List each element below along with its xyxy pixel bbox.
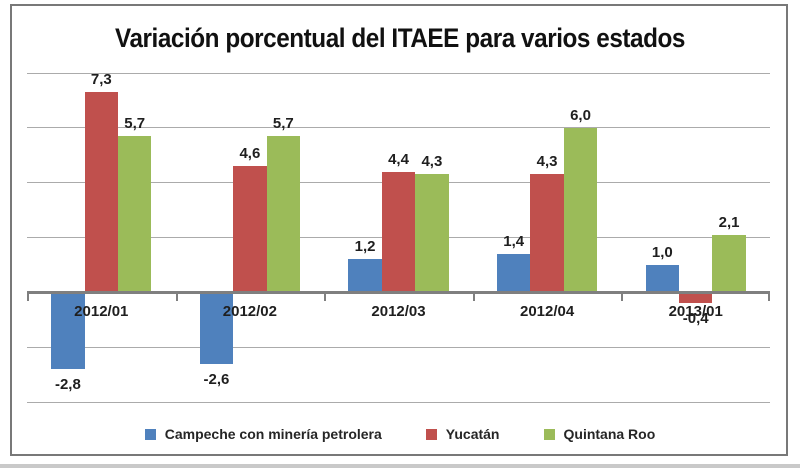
category-label-2012-02: 2012/02 — [222, 303, 278, 321]
value-label-quintana-2012-04: 6,0 — [570, 106, 591, 124]
x-axis-line — [27, 290, 770, 294]
value-label-yucatan-2012-04: 4,3 — [536, 153, 558, 171]
legend: Campeche con minería petrolera Yucatán Q… — [10, 423, 790, 445]
value-label-yucatan-2012-03: 4,4 — [388, 150, 409, 168]
bar-quintana-2012-01 — [118, 136, 152, 293]
plot-area: 2012/01 2012/02 2012/03 2012/04 2013/01 -2,8 -… — [27, 71, 770, 403]
value-label-quintana-2013-01: 2,1 — [718, 213, 740, 231]
bar-campeche-2012-01 — [51, 292, 85, 370]
value-label-yucatan-2013-01: -0,4 — [682, 310, 709, 328]
axis-tick-3 — [472, 293, 475, 301]
value-label-quintana-2012-01: 5,7 — [124, 115, 146, 133]
gridline-8 — [27, 72, 770, 74]
value-label-quintana-2012-02: 5,7 — [272, 115, 294, 133]
bar-campeche-2013-01 — [645, 264, 679, 293]
category-label-2013-01: 2013/01 — [668, 303, 723, 321]
legend-label-quintana-roo: Quintana Roo — [563, 426, 656, 442]
value-label-yucatan-2012-01: 7,3 — [90, 71, 112, 89]
bar-quintana-2012-03 — [415, 174, 449, 293]
axis-tick-2 — [324, 293, 327, 301]
legend-label-campeche: Campeche con minería petrolera — [164, 426, 382, 442]
bar-quintana-2012-04 — [563, 127, 598, 293]
legend-swatch-yucatan — [425, 428, 437, 440]
value-label-campeche-2012-02: -2,6 — [203, 370, 230, 388]
gridline-6 — [27, 127, 770, 129]
bar-yucatan-2012-01 — [84, 92, 118, 293]
category-label-2012-01: 2012/01 — [74, 303, 129, 321]
value-label-campeche-2013-01: 1,0 — [651, 243, 673, 261]
bar-yucatan-2012-04 — [530, 174, 564, 293]
gridline--2 — [27, 346, 770, 348]
axis-tick-1 — [175, 293, 178, 301]
bar-campeche-2012-03 — [348, 259, 382, 293]
category-label-2012-03: 2012/03 — [371, 303, 426, 321]
legend-swatch-campeche — [144, 428, 156, 440]
gridline--4 — [27, 401, 770, 403]
value-label-campeche-2012-04: 1,4 — [503, 232, 525, 250]
value-label-yucatan-2012-02: 4,6 — [239, 145, 261, 163]
value-label-quintana-2012-03: 4,3 — [421, 153, 443, 171]
value-label-campeche-2012-01: -2,8 — [54, 376, 81, 394]
value-label-campeche-2012-03: 1,2 — [354, 238, 376, 256]
axis-tick-4 — [621, 293, 624, 301]
chart-title: Variación porcentual del ITAEE para vari… — [115, 22, 685, 53]
category-label-2012-04: 2012/04 — [519, 303, 575, 321]
bar-quintana-2012-02 — [266, 136, 300, 293]
axis-tick-0 — [27, 293, 29, 301]
bar-campeche-2012-04 — [496, 253, 531, 293]
legend-item-yucatan: Yucatán — [425, 426, 500, 442]
bar-campeche-2012-02 — [199, 292, 234, 364]
page-edge — [0, 464, 800, 468]
bar-yucatan-2012-02 — [233, 166, 267, 293]
legend-item-quintana-roo: Quintana Roo — [543, 426, 656, 442]
legend-swatch-quintana-roo — [543, 428, 555, 440]
bar-yucatan-2013-01 — [678, 292, 713, 304]
legend-item-campeche: Campeche con minería petrolera — [144, 426, 382, 442]
legend-label-yucatan: Yucatán — [445, 426, 500, 442]
bar-yucatan-2012-03 — [381, 171, 416, 293]
bar-quintana-2013-01 — [712, 234, 746, 293]
axis-tick-5 — [768, 293, 770, 301]
